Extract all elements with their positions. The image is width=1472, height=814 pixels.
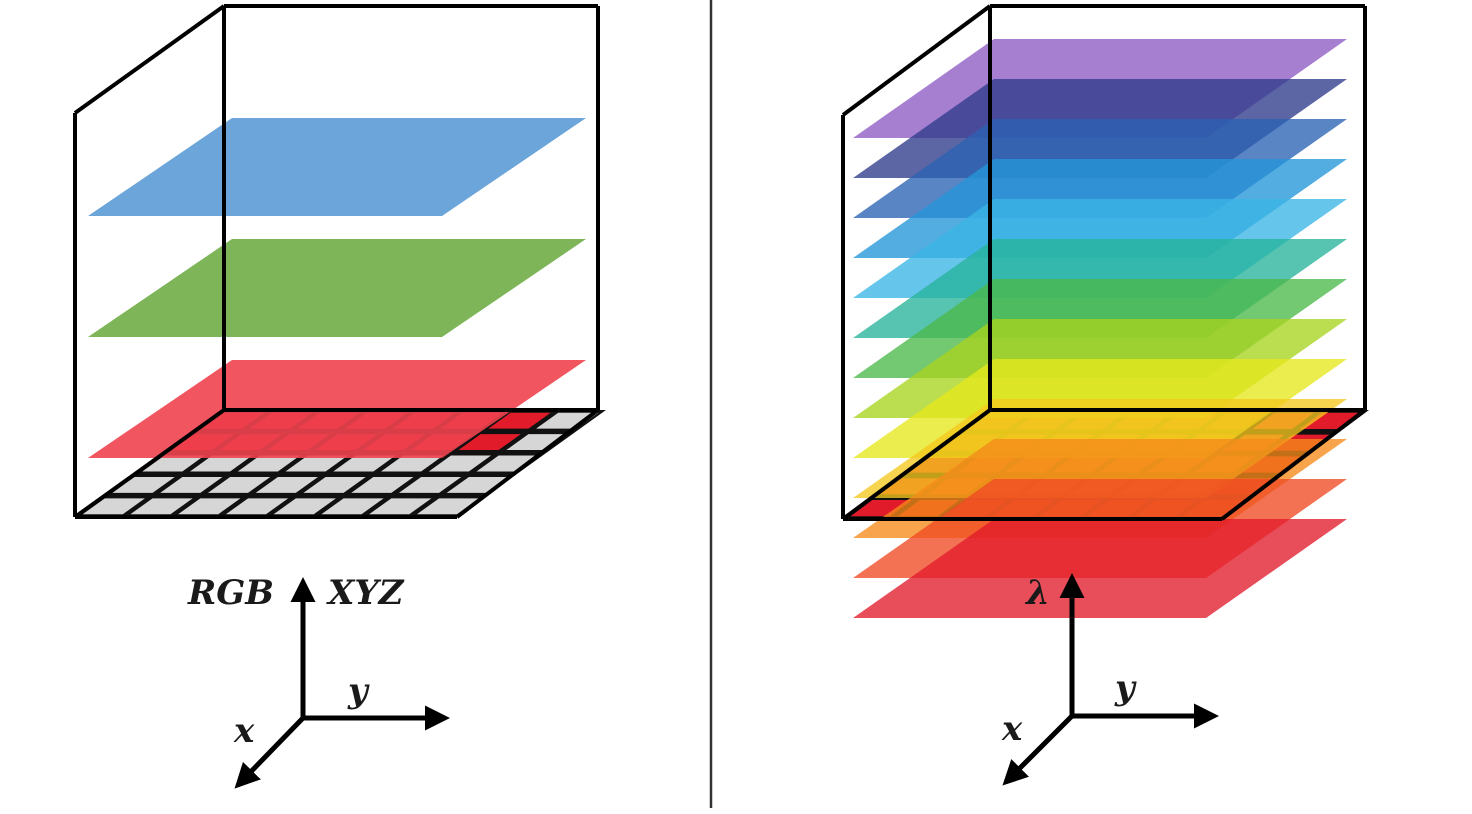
right-x-axis-label: x	[1001, 709, 1023, 749]
grid-cell	[1299, 412, 1362, 430]
grid-cell	[160, 476, 223, 493]
grid-cell	[333, 455, 396, 472]
grid-cell	[207, 476, 271, 493]
left-color-layers	[88, 118, 586, 458]
left-x-axis-label: x	[233, 711, 255, 751]
right-axis-triad: λ y x	[1001, 573, 1219, 786]
right-cube-outline	[841, 4, 1367, 521]
grid-cell	[428, 455, 492, 472]
left-vertical-label-xyz: XYZ	[326, 573, 405, 613]
rgb-cube-panel: RGB XYZ y x	[73, 4, 606, 789]
grid-cell	[416, 498, 480, 515]
grid-cell	[112, 476, 175, 493]
grid-cell	[303, 476, 366, 493]
right-vertical-label-lambda: λ	[1024, 573, 1050, 613]
grid-cell	[506, 434, 569, 451]
grid-cell	[255, 476, 318, 493]
left-axis-triad: RGB XYZ y x	[187, 573, 450, 789]
cube-edge	[73, 4, 226, 115]
left-y-axis-label: y	[347, 671, 370, 711]
grid-cell	[189, 455, 253, 472]
cube-edge	[73, 408, 226, 519]
grid-cell	[225, 498, 289, 515]
grid-cell	[488, 412, 551, 429]
grid-cell	[321, 498, 384, 515]
grid-cell	[446, 476, 509, 493]
cube-edge	[841, 4, 992, 117]
left-vertical-label-rgb: RGB	[187, 573, 274, 613]
grid-cell	[458, 434, 521, 451]
grid-cell	[380, 455, 444, 472]
grid-cell	[398, 476, 462, 493]
grid-cell	[536, 412, 599, 429]
grid-cell	[142, 455, 205, 472]
spectral-layer	[853, 519, 1347, 618]
grid-cell	[369, 498, 432, 515]
left-x-axis-arrow	[234, 716, 305, 789]
grid-cell	[285, 455, 348, 472]
cube-edge	[841, 408, 992, 521]
hyperspectral-cube-panel: λ y x	[841, 4, 1369, 786]
grid-cell	[130, 498, 193, 515]
color-layer	[88, 239, 586, 337]
color-layer	[88, 118, 586, 216]
cube-edge	[1220, 408, 1367, 521]
grid-cell	[351, 476, 414, 493]
grid-cell	[476, 455, 539, 472]
grid-cell	[82, 498, 145, 515]
cube-edge	[455, 408, 600, 519]
right-y-axis-label: y	[1114, 668, 1137, 708]
grid-cell	[850, 499, 913, 517]
grid-cell	[273, 498, 336, 515]
right-x-axis-arrow	[1002, 714, 1074, 786]
grid-cell	[178, 498, 241, 515]
right-spectral-layers	[853, 39, 1347, 618]
left-cube-outline	[73, 4, 600, 519]
grid-cell	[237, 455, 301, 472]
